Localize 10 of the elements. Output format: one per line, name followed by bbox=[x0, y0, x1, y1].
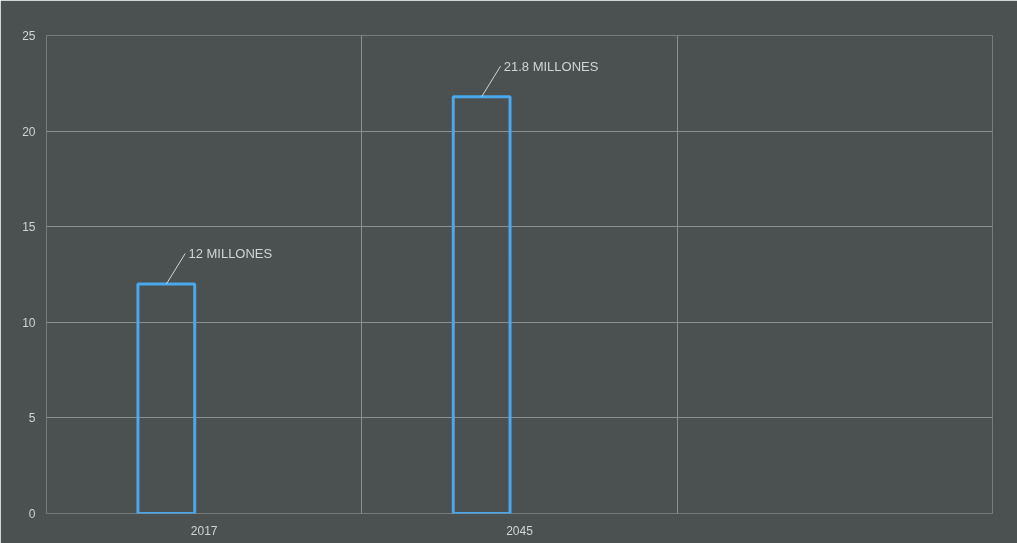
y-tick-label: 25 bbox=[22, 29, 36, 43]
y-tick-label: 20 bbox=[22, 124, 36, 139]
text: 21.8 MILLONES bbox=[503, 58, 599, 74]
y-tick-label: 5 bbox=[28, 411, 36, 426]
x-tick-label: 2045 bbox=[506, 523, 534, 538]
text: 12 MILLONES bbox=[188, 245, 273, 261]
y-tick-label: 15 bbox=[22, 220, 36, 235]
x-tick-label: 2017 bbox=[190, 523, 218, 538]
y-tick-label: 0 bbox=[28, 507, 36, 521]
y-tick-label: 10 bbox=[22, 315, 36, 330]
